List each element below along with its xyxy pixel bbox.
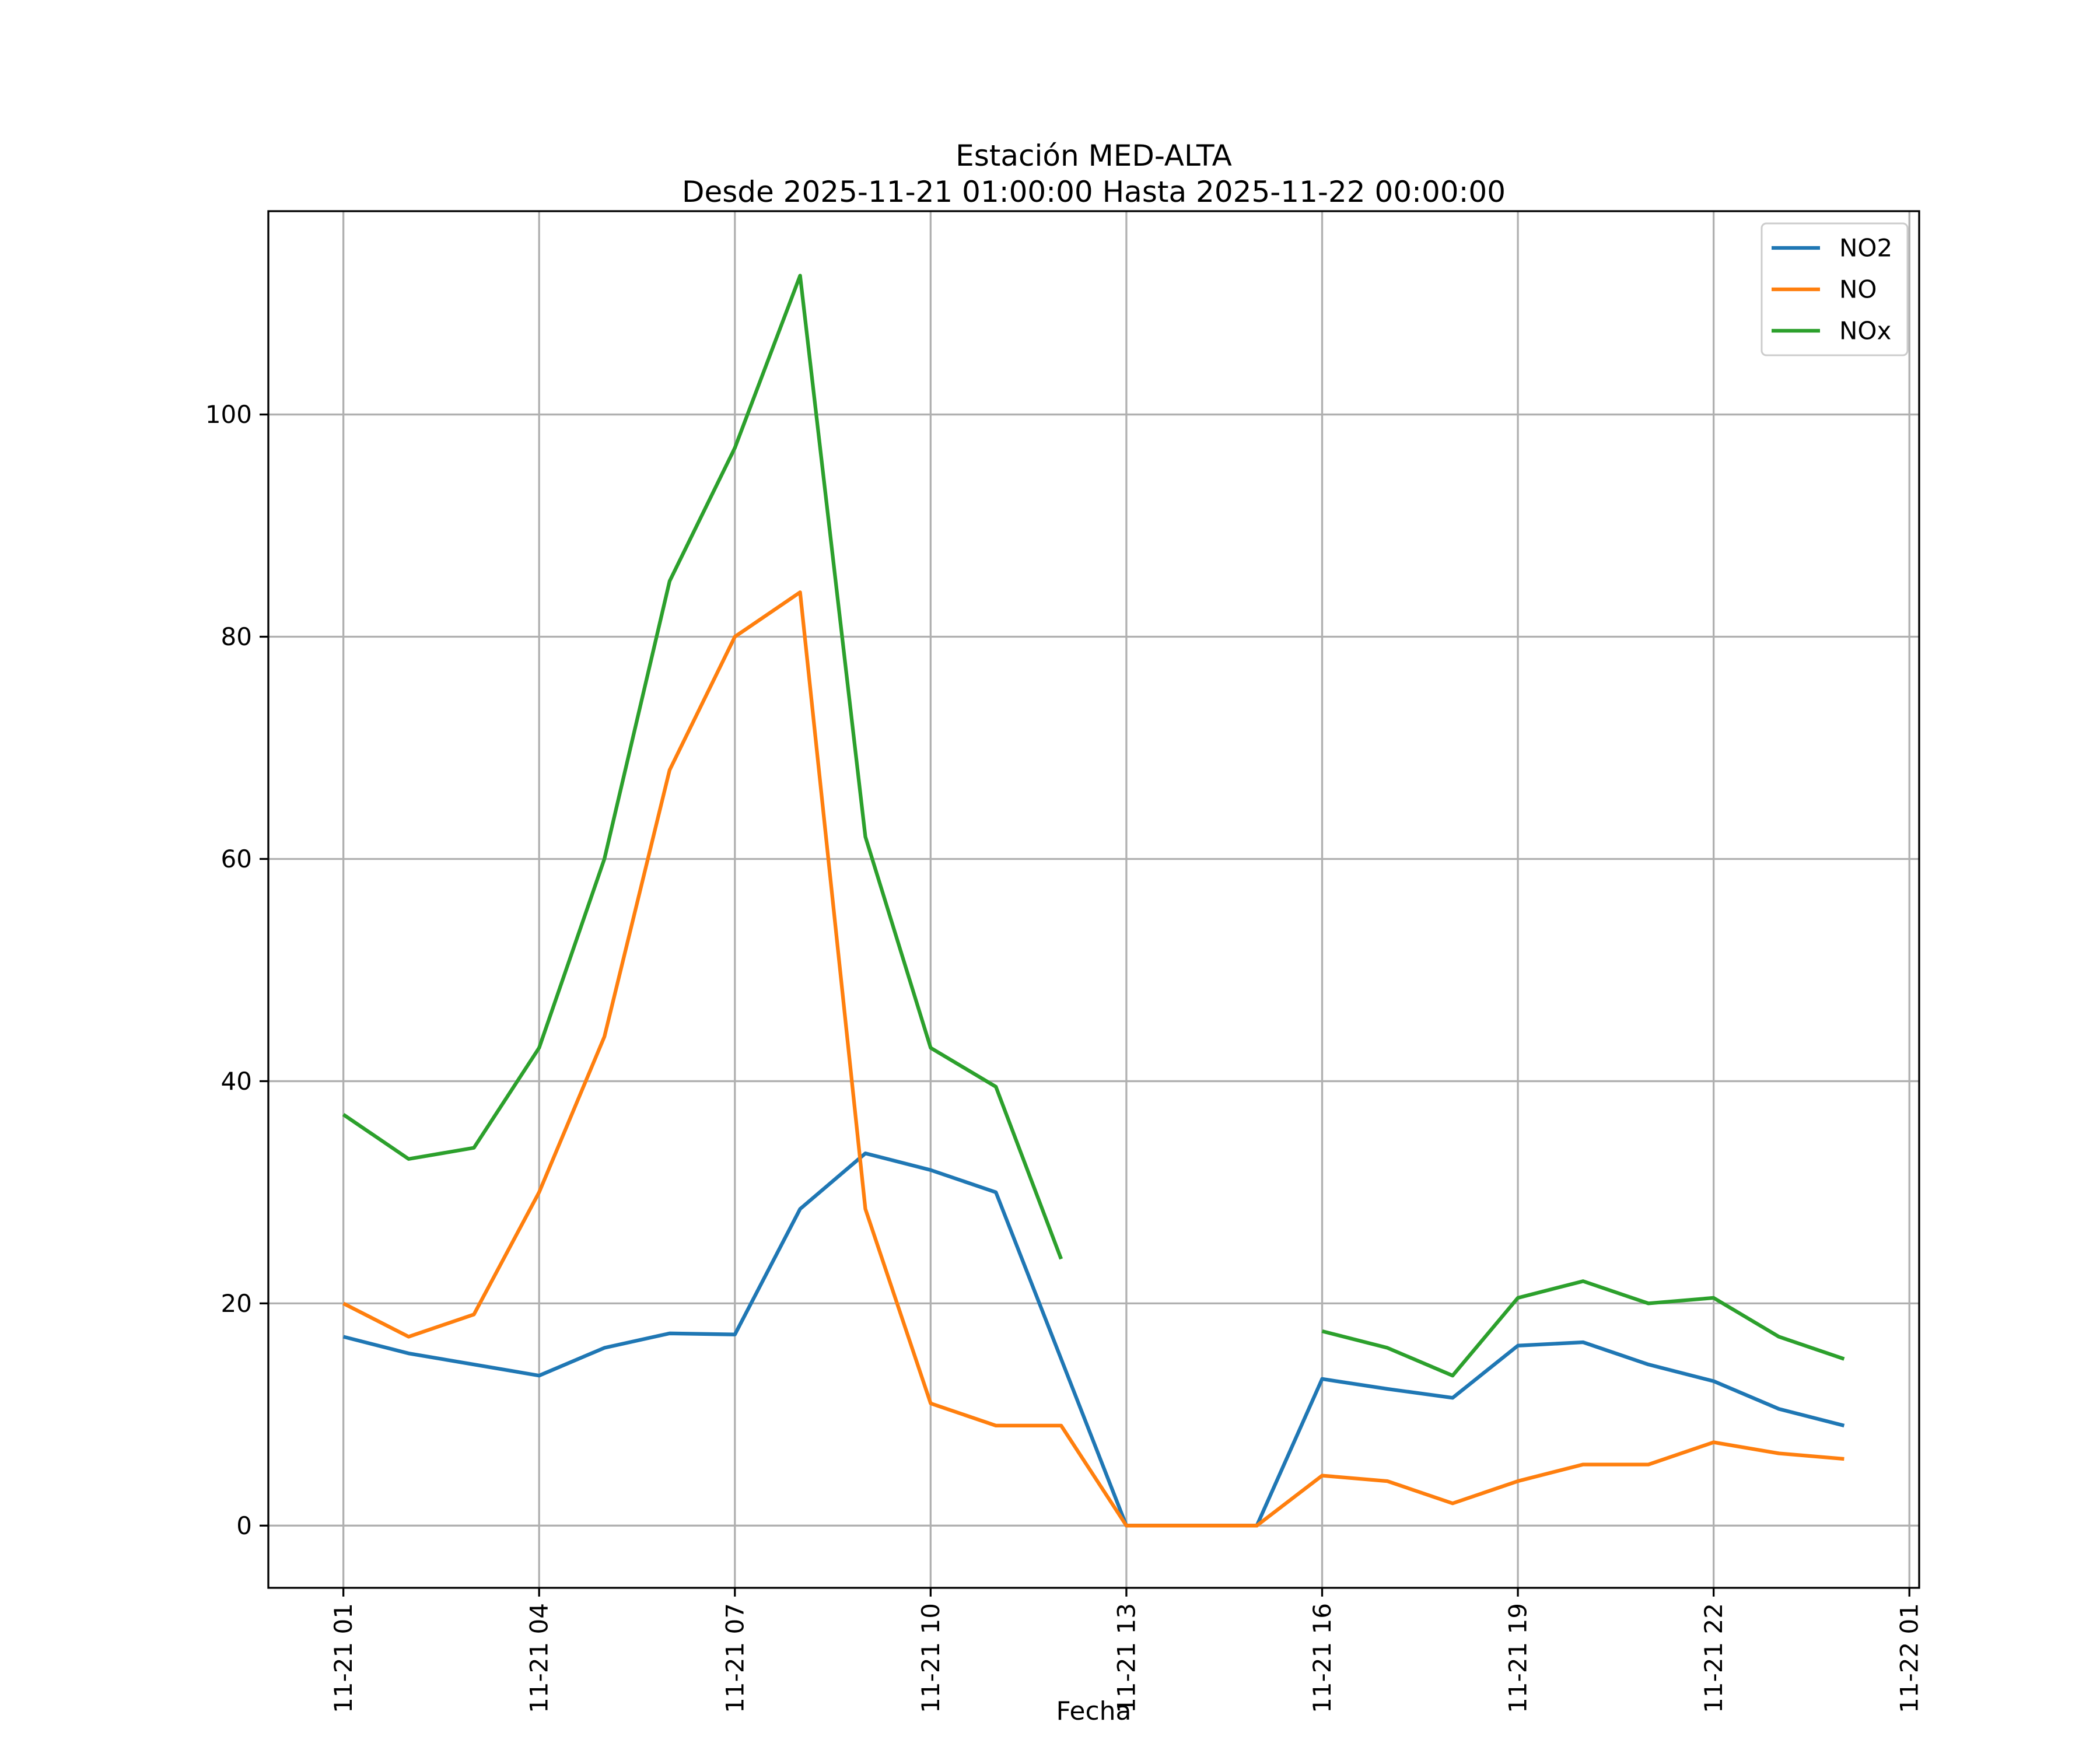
series-line-no xyxy=(342,590,1845,1528)
y-tick-label: 80 xyxy=(221,622,252,651)
x-tick-label: 11-21 22 xyxy=(1699,1603,1728,1713)
x-tick-label: 11-22 01 xyxy=(1895,1603,1924,1713)
series-line-nox xyxy=(342,274,1845,1378)
chart-title: Estación MED-ALTA Desde 2025-11-21 01:00… xyxy=(268,138,1919,210)
legend-label-nox: NOx xyxy=(1839,317,1891,345)
legend-label-no2: NO2 xyxy=(1839,234,1892,262)
x-tick-label: 11-21 16 xyxy=(1308,1603,1336,1713)
legend-box xyxy=(1760,222,1909,356)
y-tick-label: 0 xyxy=(236,1511,252,1540)
legend-label-no: NO xyxy=(1839,275,1877,304)
y-tick-label: 100 xyxy=(205,400,252,429)
x-axis-label: Fecha xyxy=(1056,1696,1132,1726)
y-tick-label: 20 xyxy=(221,1289,252,1318)
series-line-no2 xyxy=(342,1152,1845,1528)
plot-area xyxy=(268,211,1919,1588)
x-tick-label: 11-21 04 xyxy=(525,1603,554,1713)
y-tick-label: 40 xyxy=(221,1067,252,1096)
y-tick-label: 60 xyxy=(221,845,252,873)
x-tick-label: 11-21 01 xyxy=(329,1603,358,1713)
chart-title-line1: Estación MED-ALTA xyxy=(956,139,1232,173)
x-tick-label: 11-21 10 xyxy=(916,1603,945,1713)
x-tick-label: 11-21 07 xyxy=(720,1603,749,1713)
x-tick-label: 11-21 19 xyxy=(1504,1603,1532,1713)
chart-title-line2: Desde 2025-11-21 01:00:00 Hasta 2025-11-… xyxy=(681,175,1506,209)
x-tick-label: 11-21 13 xyxy=(1112,1603,1140,1713)
plot-border xyxy=(267,210,1920,1589)
